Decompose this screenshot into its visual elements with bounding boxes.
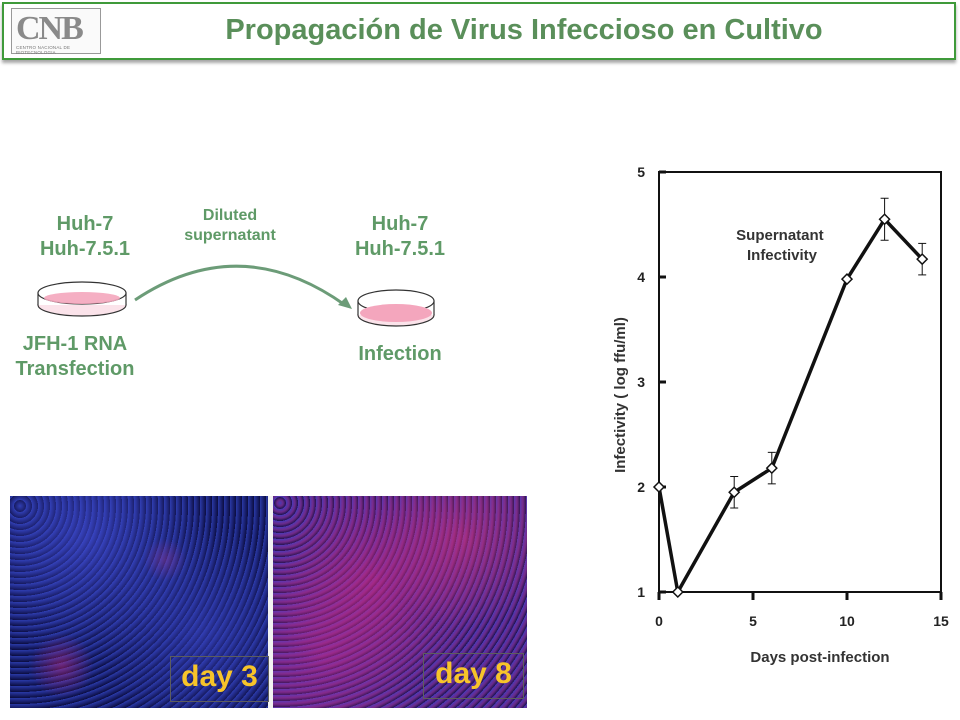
workflow-graphic [37, 264, 435, 327]
right-cells-label: Huh-7 Huh-7.5.1 [335, 212, 465, 262]
chart-annotation: Supernatant Infectivity [736, 227, 828, 264]
x-tick-label: 5 [749, 613, 757, 629]
right-caption-line: Infection [358, 343, 442, 365]
arrow-label-line-2: supernatant [184, 227, 276, 244]
left-cells-line-2: Huh-7.5.1 [39, 238, 131, 260]
data-point-marker [765, 462, 778, 475]
micrograph-day3 [10, 496, 268, 708]
micrograph-panel: day 3 day 8 [10, 496, 527, 708]
left-caption-line-1: JFH-1 RNA [22, 333, 128, 355]
x-axis-title: Days post-infection [750, 649, 889, 666]
left-caption-line-2: Transfection [15, 358, 135, 380]
transfer-arrow [134, 264, 346, 307]
right-cells-line-2: Huh-7.5.1 [354, 238, 446, 260]
y-tick-label: 5 [637, 164, 645, 180]
micrograph-divider [268, 496, 273, 708]
left-caption: JFH-1 RNA Transfection [0, 332, 150, 382]
day8-label: day 8 [423, 653, 524, 699]
left-dish-icon [37, 281, 127, 317]
data-point-marker [878, 213, 891, 226]
arrow-label-line-1: Diluted [202, 207, 258, 224]
left-cells-line-1: Huh-7 [56, 213, 114, 235]
cnb-logo: CNB CENTRO NACIONAL DE BIOTECNOLOGIA [11, 8, 101, 55]
y-tick-label: 4 [637, 269, 645, 285]
micrograph-day8 [273, 496, 527, 708]
day3-label: day 3 [170, 656, 269, 702]
header-bar: CNB CENTRO NACIONAL DE BIOTECNOLOGIA Pro… [2, 2, 956, 60]
annotation-line-1: Supernatant [736, 227, 824, 244]
left-dish-medium [44, 292, 120, 304]
y-tick-label: 3 [637, 374, 645, 390]
y-tick-label: 1 [637, 584, 645, 600]
annotation-line-2: Infectivity [747, 247, 818, 264]
data-point-marker [840, 273, 854, 286]
arrowhead-icon [338, 297, 352, 309]
data-point-marker [671, 585, 684, 599]
x-tick-label: 10 [839, 613, 855, 629]
right-caption: Infection [335, 342, 465, 367]
slide-title: Propagación de Virus Infeccioso en Culti… [225, 14, 823, 46]
right-cells-line-1: Huh-7 [371, 213, 429, 235]
x-tick-label: 0 [655, 613, 663, 629]
data-point-marker [652, 480, 666, 494]
series-line [657, 217, 924, 594]
y-tick-label: 2 [637, 479, 645, 495]
data-point-marker [728, 486, 741, 499]
x-tick-label: 15 [933, 613, 949, 629]
logo-subtext: CENTRO NACIONAL DE BIOTECNOLOGIA [16, 45, 71, 55]
right-dish-icon [357, 289, 435, 327]
y-axis-title: Infectivity ( log ffu/ml) [612, 317, 629, 473]
arrow-label: Diluted supernatant [160, 206, 300, 246]
logo-mark: CNB [16, 10, 84, 47]
right-dish-medium [360, 304, 432, 322]
data-point-marker [916, 253, 929, 266]
left-cells-label: Huh-7 Huh-7.5.1 [20, 212, 150, 262]
